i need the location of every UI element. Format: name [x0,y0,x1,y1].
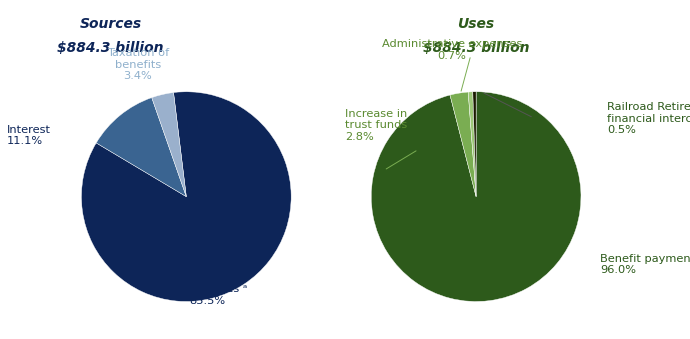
Text: Railroad Retirement
financial interchange
0.5%: Railroad Retirement financial interchang… [607,102,690,135]
Text: Payroll taxes ᵃ
85.5%: Payroll taxes ᵃ 85.5% [167,284,247,306]
Text: $884.3 billion: $884.3 billion [57,41,164,55]
Wedge shape [152,93,186,197]
Text: $884.3 billion: $884.3 billion [423,41,529,55]
Text: Sources: Sources [79,17,141,31]
Wedge shape [96,98,186,197]
Text: Interest
11.1%: Interest 11.1% [7,125,51,146]
Wedge shape [469,92,476,197]
Text: Uses: Uses [457,17,495,31]
Wedge shape [371,92,581,301]
Text: Taxation of
benefits
3.4%: Taxation of benefits 3.4% [107,48,169,81]
Wedge shape [81,92,291,301]
Wedge shape [473,92,476,197]
Text: Administrative expenses
0.7%: Administrative expenses 0.7% [382,39,522,61]
Wedge shape [450,92,476,197]
Text: Increase in
trust funds
2.8%: Increase in trust funds 2.8% [345,109,407,142]
Text: Benefit payments
96.0%: Benefit payments 96.0% [600,254,690,275]
